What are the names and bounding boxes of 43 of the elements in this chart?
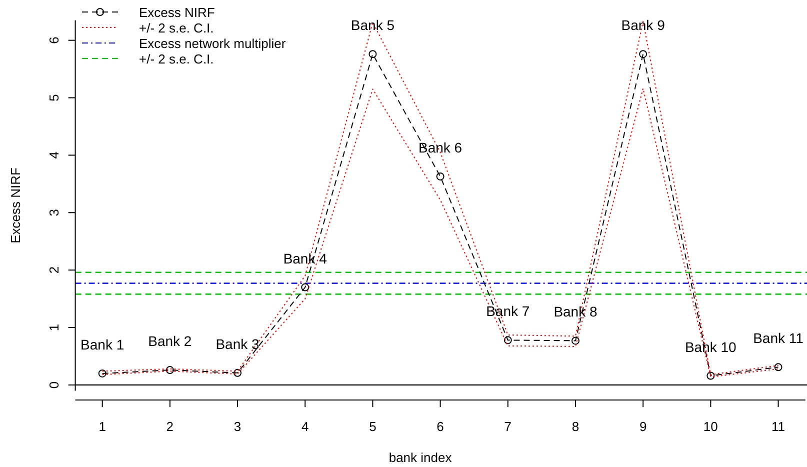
annotation: Bank 5 <box>350 17 395 34</box>
y-tick-label: 3 <box>46 209 62 216</box>
x-tick-label: 8 <box>572 419 580 434</box>
annotation: Bank 9 <box>621 17 666 34</box>
point <box>301 283 310 292</box>
point <box>706 372 715 380</box>
legend-label: +/- 2 s.e. C.I. <box>139 52 214 66</box>
point <box>774 363 782 372</box>
legend-label: +/- 2 s.e. C.I. <box>139 20 214 36</box>
point <box>504 336 512 344</box>
x-tick-label: 5 <box>369 419 376 434</box>
x-axis-title: bank index <box>388 450 452 465</box>
point <box>234 368 242 377</box>
x-tick-label: 9 <box>639 419 647 434</box>
y-axis-title: Excess NIRF <box>8 167 23 244</box>
annotation: Bank 2 <box>148 333 192 350</box>
point <box>166 366 174 374</box>
legend-label: Excess network multiplier <box>139 36 286 51</box>
y-tick-label: 4 <box>46 152 62 159</box>
y-tick-label: 2 <box>46 266 62 274</box>
annotation: Bank 6 <box>418 139 462 156</box>
x-tick-label: 4 <box>302 419 309 434</box>
y-tick-label: 1 <box>46 324 62 332</box>
x-tick-label: 1 <box>98 419 106 434</box>
x-tick-label: 10 <box>703 419 718 434</box>
point <box>639 50 648 58</box>
legend-label: Excess NIRF <box>139 5 215 20</box>
y-tick-label: 6 <box>46 36 62 44</box>
annotation: Bank 11 <box>753 330 804 346</box>
y-tick-label: 0 <box>46 381 62 389</box>
x-tick-label: 3 <box>234 419 242 434</box>
y-tick-label: 5 <box>46 94 62 102</box>
point <box>436 172 444 180</box>
point <box>98 369 106 378</box>
x-tick-label: 11 <box>772 419 786 434</box>
point <box>571 336 580 345</box>
x-tick-label: 6 <box>436 419 444 434</box>
x-tick-label: 7 <box>504 419 512 434</box>
annotation: Bank 10 <box>684 338 737 355</box>
annotation: Bank 3 <box>216 336 260 352</box>
annotation: Bank 1 <box>80 336 124 352</box>
x-tick-label: 2 <box>166 419 174 434</box>
point <box>368 50 377 58</box>
